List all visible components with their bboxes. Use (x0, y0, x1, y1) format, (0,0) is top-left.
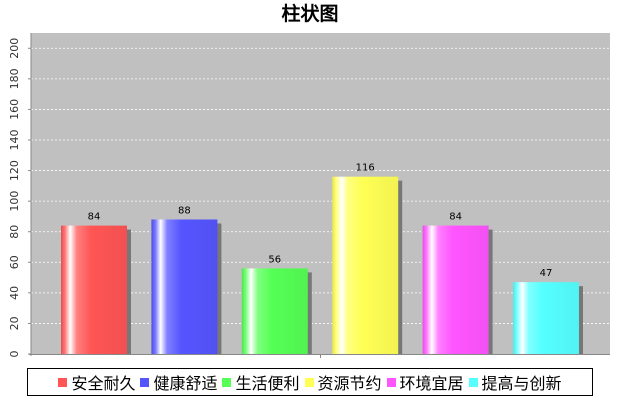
y-tick-label: 120 (8, 160, 21, 181)
legend-item: 安全耐久 (58, 370, 135, 394)
bar (513, 282, 579, 354)
bar (332, 176, 399, 354)
legend-label: 健康舒适 (153, 374, 218, 393)
legend-item: 健康舒适 (140, 370, 217, 394)
legend-swatch (386, 377, 396, 387)
bar-value-label: 88 (178, 205, 191, 216)
bar-value-label: 47 (540, 268, 553, 279)
y-tick-label: 200 (8, 38, 21, 59)
y-tick-label: 140 (8, 130, 21, 151)
y-tick-label: 160 (8, 99, 21, 120)
legend-item: 环境宜居 (386, 370, 464, 394)
y-tick-label: 20 (8, 316, 21, 330)
bar (151, 219, 218, 354)
y-tick-label: 0 (8, 351, 21, 358)
bar (61, 225, 127, 354)
bar-value-label: 116 (356, 163, 375, 174)
y-tick-label: 60 (8, 255, 21, 269)
bar (241, 268, 308, 354)
y-tick-label: 80 (8, 225, 21, 239)
bar (422, 225, 489, 354)
legend-swatch (468, 377, 478, 387)
y-tick-label: 180 (8, 68, 21, 89)
legend-label: 提高与创新 (481, 374, 562, 393)
legend-swatch (304, 377, 314, 387)
chart-legend: 安全耐久 健康舒适 生活便利 资源节约 环境宜居 提高与创新 (27, 368, 593, 396)
chart-title: 柱状图 (281, 3, 339, 25)
legend-label: 环境宜居 (399, 374, 464, 393)
legend-label: 安全耐久 (71, 374, 136, 393)
bar-value-label: 84 (88, 212, 101, 223)
legend-item: 生活便利 (222, 370, 300, 394)
legend-label: 资源节约 (317, 374, 382, 393)
y-tick-label: 40 (8, 286, 21, 300)
legend-item: 提高与创新 (468, 370, 562, 394)
y-tick-label: 100 (8, 191, 21, 212)
legend-swatch (222, 377, 232, 387)
legend-swatch (58, 377, 68, 387)
bar-value-label: 56 (268, 254, 281, 265)
bar-value-label: 84 (449, 212, 462, 223)
legend-swatch (140, 377, 150, 387)
legend-item: 资源节约 (304, 370, 382, 394)
legend-label: 生活便利 (235, 374, 300, 393)
